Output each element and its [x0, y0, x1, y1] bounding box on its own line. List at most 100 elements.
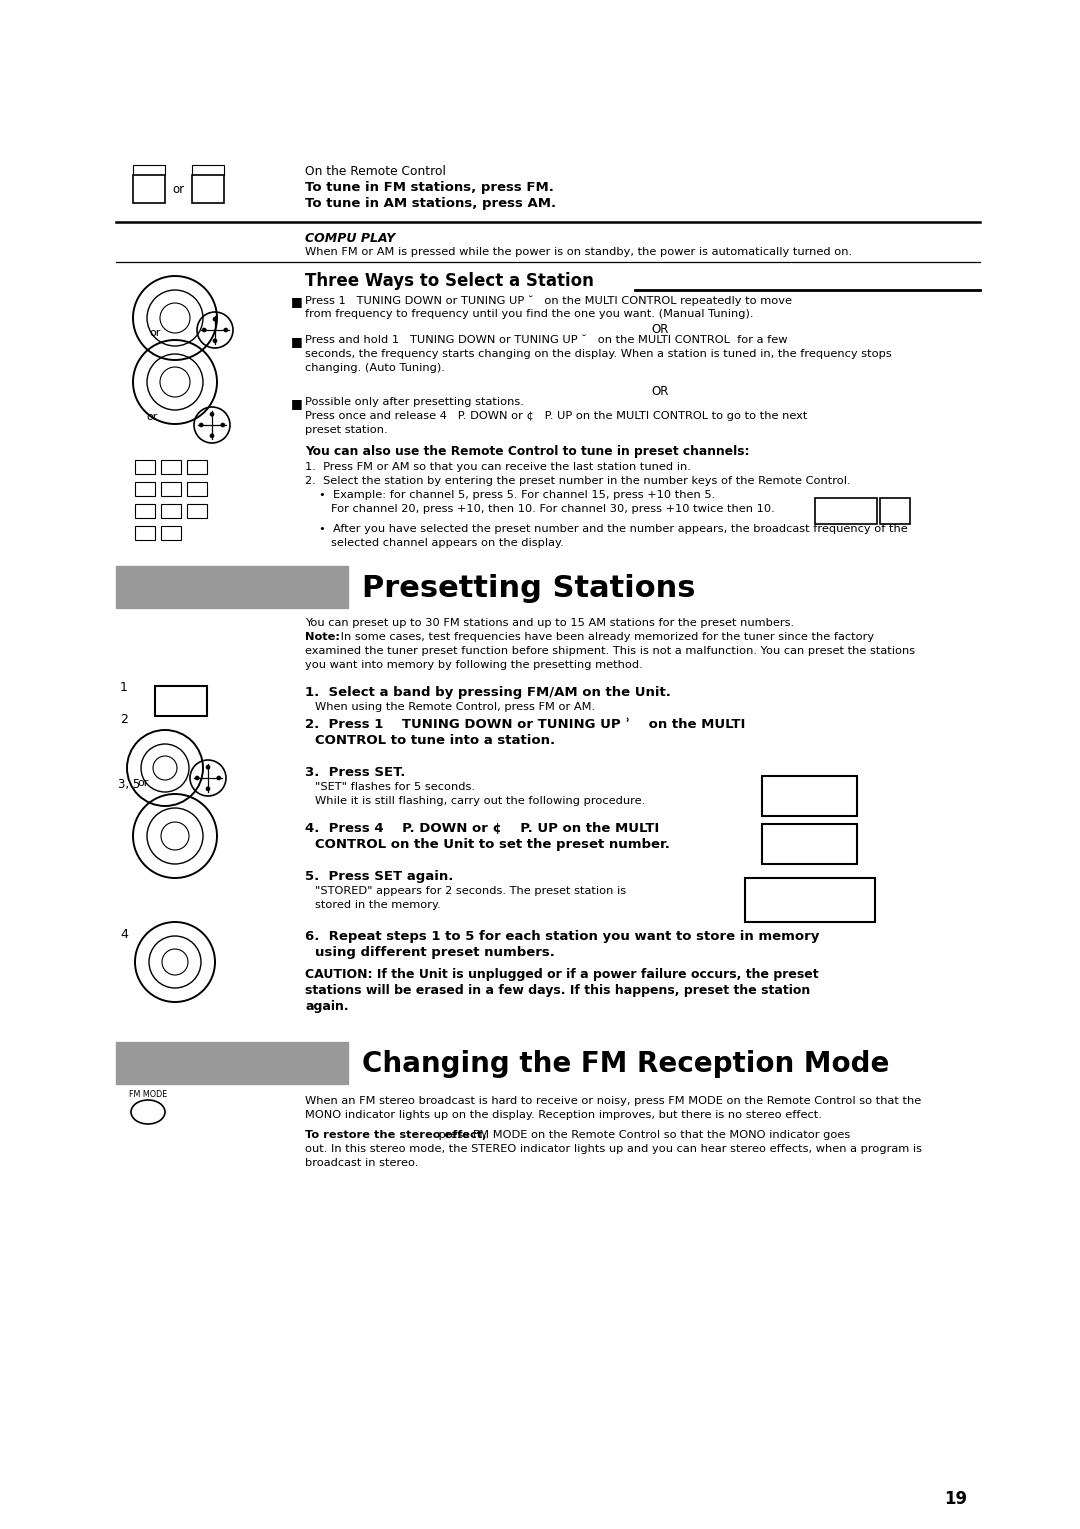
Text: Presetting Stations: Presetting Stations: [362, 573, 696, 602]
Text: selected channel appears on the display.: selected channel appears on the display.: [330, 538, 564, 547]
Text: again.: again.: [305, 1000, 349, 1014]
Text: SET: SET: [785, 781, 833, 804]
Text: or: or: [137, 778, 149, 787]
Text: 19: 19: [944, 1489, 967, 1508]
Bar: [161, 505, 181, 518]
Bar: [133, 174, 165, 203]
Text: While it is still flashing, carry out the following procedure.: While it is still flashing, carry out th…: [315, 797, 645, 806]
Text: 3, 5: 3, 5: [118, 778, 140, 790]
Text: 2: 2: [120, 713, 127, 726]
Text: changing. (Auto Tuning).: changing. (Auto Tuning).: [305, 362, 445, 373]
Text: To tune in AM stations, press AM.: To tune in AM stations, press AM.: [305, 197, 556, 209]
Bar: [135, 505, 156, 518]
Text: 6.  Repeat steps 1 to 5 for each station you want to store in memory: 6. Repeat steps 1 to 5 for each station …: [305, 930, 820, 943]
Text: When using the Remote Control, press FM or AM.: When using the Remote Control, press FM …: [315, 702, 595, 713]
Text: COMPU PLAY: COMPU PLAY: [305, 232, 395, 245]
Text: CAUTION: If the Unit is unplugged or if a power failure occurs, the preset: CAUTION: If the Unit is unplugged or if …: [305, 968, 819, 982]
Text: FM MODE: FM MODE: [129, 1090, 167, 1099]
Text: out. In this stereo mode, the STEREO indicator lights up and you can hear stereo: out. In this stereo mode, the STEREO ind…: [305, 1144, 922, 1154]
Circle shape: [206, 764, 210, 769]
Text: 3.  Press SET.: 3. Press SET.: [305, 766, 405, 778]
Circle shape: [224, 329, 228, 332]
Text: Changing the FM Reception Mode: Changing the FM Reception Mode: [362, 1050, 889, 1078]
Circle shape: [213, 317, 217, 321]
Bar: [192, 174, 224, 203]
Text: 1.  Press FM or AM so that you can receive the last station tuned in.: 1. Press FM or AM so that you can receiv…: [305, 462, 691, 472]
Text: P-- 5: P-- 5: [787, 832, 832, 852]
Text: For channel 20, press +10, then 10. For channel 30, press +10 twice then 10.: For channel 20, press +10, then 10. For …: [330, 505, 774, 514]
Text: Three Ways to Select a Station: Three Ways to Select a Station: [305, 272, 594, 291]
Bar: [161, 460, 181, 474]
Text: FM: FM: [143, 167, 156, 174]
Text: You can also use the Remote Control to tune in preset channels:: You can also use the Remote Control to t…: [305, 445, 750, 459]
Text: Possible only after presetting stations.: Possible only after presetting stations.: [305, 398, 524, 407]
Text: When an FM stereo broadcast is hard to receive or noisy, press FM MODE on the Re: When an FM stereo broadcast is hard to r…: [305, 1096, 921, 1105]
Text: ■: ■: [291, 295, 302, 307]
Bar: [815, 498, 877, 524]
Circle shape: [220, 424, 225, 427]
Text: stations will be erased in a few days. If this happens, preset the station: stations will be erased in a few days. I…: [305, 985, 810, 997]
Text: 1: 1: [120, 680, 127, 694]
Bar: [762, 824, 858, 864]
Text: "STORED" appears for 2 seconds. The preset station is: "STORED" appears for 2 seconds. The pres…: [315, 885, 626, 896]
Text: MONO indicator lights up on the display. Reception improves, but there is no ste: MONO indicator lights up on the display.…: [305, 1110, 822, 1121]
Bar: [745, 878, 875, 922]
Bar: [116, 1041, 348, 1084]
Bar: [135, 526, 156, 540]
Bar: [161, 482, 181, 495]
Bar: [187, 505, 207, 518]
Circle shape: [217, 777, 220, 780]
Text: ■: ■: [291, 398, 302, 410]
Bar: [116, 566, 348, 609]
Text: OR: OR: [651, 385, 669, 398]
Bar: [762, 777, 858, 816]
Text: preset station.: preset station.: [305, 425, 388, 434]
Text: P --: P --: [835, 502, 858, 515]
Text: you want into memory by following the presetting method.: you want into memory by following the pr…: [305, 661, 643, 670]
Text: In some cases, test frequencies have been already memorized for the tuner since : In some cases, test frequencies have bee…: [337, 631, 874, 642]
Text: STORED: STORED: [764, 885, 856, 907]
Text: or: or: [149, 329, 161, 338]
Text: Press and hold 1   TUNING DOWN or TUNING UP ˘   on the MULTI CONTROL  for a few: Press and hold 1 TUNING DOWN or TUNING U…: [305, 335, 787, 346]
Circle shape: [195, 777, 199, 780]
Text: or: or: [172, 183, 184, 196]
Text: from frequency to frequency until you find the one you want. (Manual Tuning).: from frequency to frequency until you fi…: [305, 309, 754, 320]
Text: seconds, the frequency starts changing on the display. When a station is tuned i: seconds, the frequency starts changing o…: [305, 349, 892, 359]
Bar: [133, 165, 165, 174]
Text: 4: 4: [120, 928, 127, 940]
Bar: [135, 482, 156, 495]
Circle shape: [202, 329, 206, 332]
Text: To tune in FM stations, press FM.: To tune in FM stations, press FM.: [305, 180, 554, 194]
Text: 5.  Press SET again.: 5. Press SET again.: [305, 870, 454, 884]
Text: "SET" flashes for 5 seconds.: "SET" flashes for 5 seconds.: [315, 781, 475, 792]
Text: broadcast in stereo.: broadcast in stereo.: [305, 1157, 418, 1168]
Bar: [187, 482, 207, 495]
Text: using different preset numbers.: using different preset numbers.: [315, 946, 555, 959]
Circle shape: [199, 424, 203, 427]
Text: 1.  Select a band by pressing FM/AM on the Unit.: 1. Select a band by pressing FM/AM on th…: [305, 687, 671, 699]
Text: When FM or AM is pressed while the power is on standby, the power is automatical: When FM or AM is pressed while the power…: [305, 248, 852, 257]
Text: OR: OR: [651, 323, 669, 336]
Text: 2.  Select the station by entering the preset number in the number keys of the R: 2. Select the station by entering the pr…: [305, 476, 851, 486]
Text: CONTROL on the Unit to set the preset number.: CONTROL on the Unit to set the preset nu…: [315, 838, 670, 852]
Text: 2.  Press 1    TUNING DOWN or TUNING UP ʾ    on the MULTI: 2. Press 1 TUNING DOWN or TUNING UP ʾ on…: [305, 719, 745, 731]
Text: Press once and release 4   P. DOWN or ¢   P. UP on the MULTI CONTROL to go to th: Press once and release 4 P. DOWN or ¢ P.…: [305, 411, 808, 420]
Circle shape: [206, 787, 210, 790]
Text: You can preset up to 30 FM stations and up to 15 AM stations for the preset numb: You can preset up to 30 FM stations and …: [305, 618, 794, 628]
Text: examined the tuner preset function before shipment. This is not a malfunction. Y: examined the tuner preset function befor…: [305, 645, 915, 656]
Text: AM: AM: [201, 167, 215, 174]
Circle shape: [210, 434, 214, 437]
Text: 5: 5: [891, 502, 900, 515]
Text: stored in the memory.: stored in the memory.: [315, 901, 441, 910]
Bar: [161, 526, 181, 540]
Bar: [880, 498, 910, 524]
Text: On the Remote Control: On the Remote Control: [305, 165, 446, 177]
Text: press FM MODE on the Remote Control so that the MONO indicator goes: press FM MODE on the Remote Control so t…: [435, 1130, 850, 1141]
Circle shape: [210, 413, 214, 416]
Text: Note:: Note:: [305, 631, 340, 642]
Bar: [192, 165, 224, 174]
Text: •  After you have selected the preset number and the number appears, the broadca: • After you have selected the preset num…: [319, 524, 908, 534]
Bar: [187, 460, 207, 474]
Text: FM/AM: FM/AM: [161, 693, 201, 702]
Text: 4.  Press 4    P. DOWN or ¢    P. UP on the MULTI: 4. Press 4 P. DOWN or ¢ P. UP on the MUL…: [305, 823, 659, 835]
